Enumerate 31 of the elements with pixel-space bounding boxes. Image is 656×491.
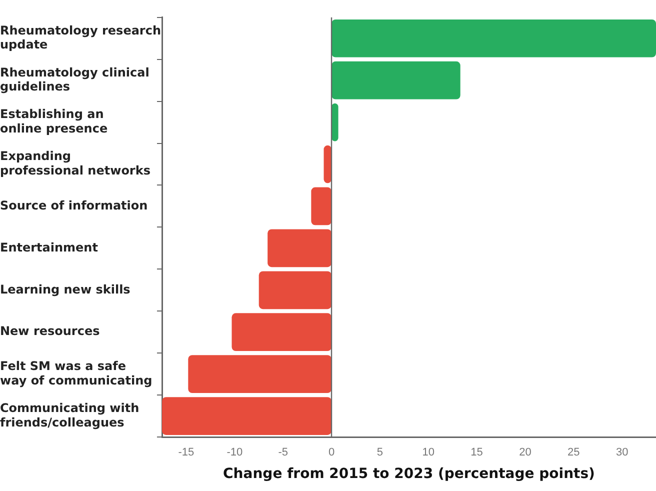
x-tick-label: 10: [422, 446, 434, 459]
bar: [332, 61, 460, 100]
y-tick-label: Rheumatology clinical guidelines: [0, 65, 150, 94]
bar: [324, 145, 332, 184]
x-tick-label: 15: [470, 446, 483, 459]
x-tick-label: 5: [376, 446, 384, 459]
bar: [311, 187, 332, 226]
bar: [162, 397, 332, 435]
x-tick-label: 20: [519, 446, 532, 459]
y-tick-label: Expanding professional networks: [0, 149, 150, 178]
bar: [332, 19, 656, 58]
y-tick-label: Source of information: [0, 198, 148, 212]
bar: [232, 313, 332, 352]
bar: [258, 271, 332, 310]
y-tick-label: Rheumatology research update: [0, 23, 162, 52]
y-tick-label: New resources: [0, 324, 100, 338]
x-tick-label: 25: [568, 446, 580, 459]
y-tick-label: Learning new skills: [0, 282, 130, 296]
bar: [188, 355, 332, 393]
bar: [332, 103, 338, 142]
x-tick-label: -15: [178, 446, 194, 459]
x-tick-label: -5: [278, 446, 288, 459]
x-axis-title: Change from 2015 to 2023 (percentage points): [223, 466, 595, 482]
bar: [268, 229, 332, 268]
y-tick-label: Establishing an online presence: [0, 107, 108, 136]
x-tick-label: -10: [226, 446, 243, 459]
y-tick-label: Felt SM was a safe way of communicating: [0, 358, 152, 388]
x-tick-label: 30: [616, 446, 628, 459]
y-tick-label: Entertainment: [0, 240, 98, 254]
y-tick-label: Communicating with friends/colleagues: [0, 400, 140, 430]
x-tick-label: 0: [328, 446, 335, 459]
